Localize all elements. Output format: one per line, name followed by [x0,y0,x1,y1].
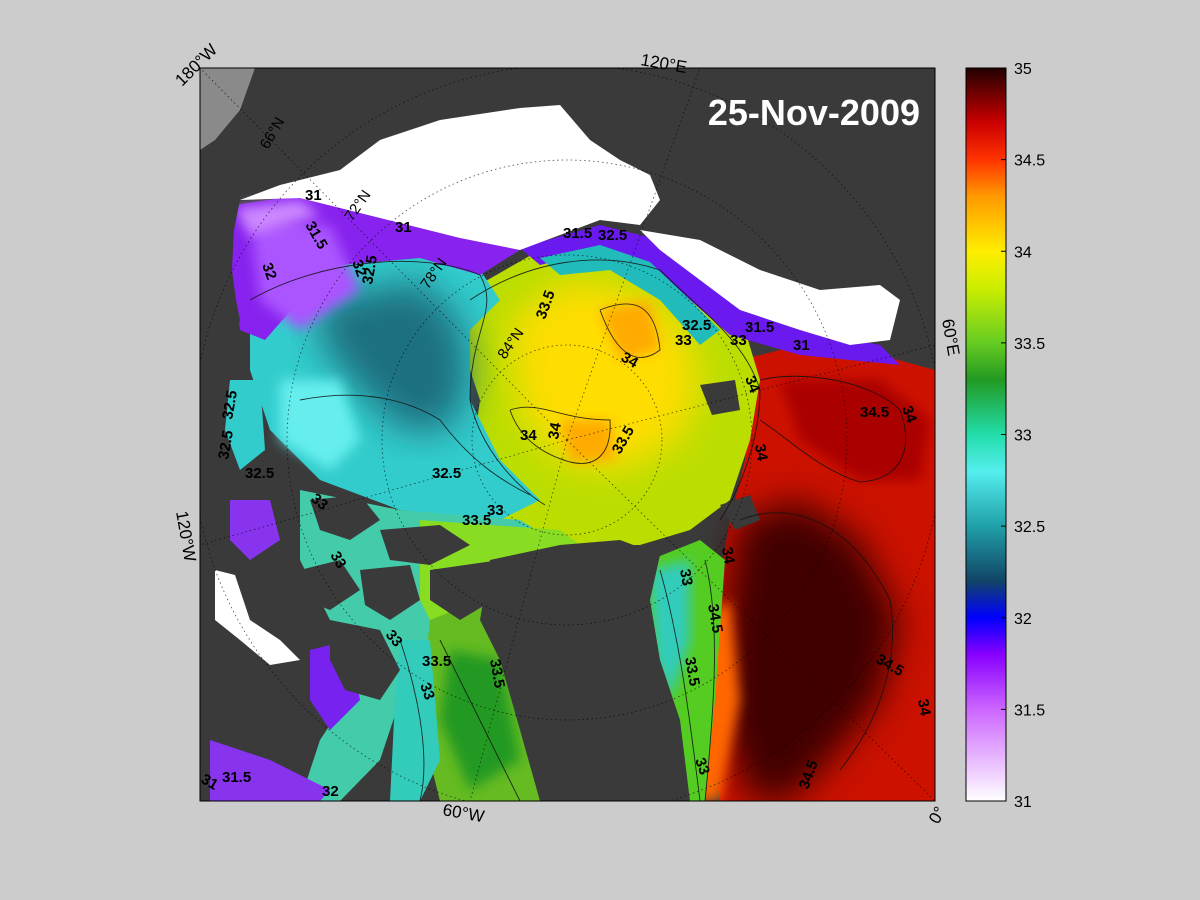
contour-label: 32.5 [682,317,711,334]
sea-ice [215,105,900,665]
contour-label: 31 [198,771,221,794]
colorbar: 35 34.5 34 33.5 33 32.5 32 31.5 31 [965,61,1045,811]
contour-label: 31.5 [745,319,774,336]
contour-label: 33 [487,502,504,519]
graticule [200,68,935,801]
contour-label: 33.5 [462,512,491,529]
contour-label: 33 [416,681,438,702]
colorbar-tick-label: 32 [1014,611,1032,628]
contour-label: 32.5 [245,465,274,482]
outside-domain [200,68,255,150]
contour-labels: 31 31.5 31 32 32 32.5 31.5 32.5 33.5 32.… [198,187,934,800]
contour-label: 34 [618,349,642,372]
contour-label: 34 [898,404,920,426]
contour-label: 32.5 [359,254,381,286]
contour-label: 34.5 [860,404,889,421]
contour-label: 34 [520,427,537,444]
colorbar-tick-label: 33.5 [1014,336,1045,353]
contour-label: 32 [258,261,280,282]
colorbar-gradient [965,67,1007,802]
colorbar-tick-label: 34 [1014,244,1032,261]
salinity-map: 31 31.5 31 32 32 32.5 31.5 32.5 33.5 32.… [198,68,935,801]
contour-label: 33 [675,332,692,349]
date-label: 25-Nov-2009 [708,92,920,133]
contour-label: 32 [348,258,370,279]
contour-label: 32.5 [432,465,461,482]
contour-label: 33 [327,549,350,572]
contour-label: 32 [322,783,339,800]
contour-label: 34 [545,421,565,441]
contour-label: 31 [305,187,322,204]
contour-label: 33 [691,756,713,777]
contour-label: 31 [395,219,412,236]
contour-label: 33 [730,332,747,349]
meridian-label-0: 0° [925,803,950,827]
contour-label: 34.5 [704,603,726,635]
contour-lines [249,259,907,801]
meridian-label-120w: 120°W [172,509,200,563]
colorbar-tick-label: 31.5 [1014,702,1045,719]
contour-label: 32.5 [215,429,237,461]
colorbar-ticks: 35 34.5 34 33.5 33 32.5 32 31.5 31 [1001,61,1045,811]
contour-label: 31.5 [222,769,251,786]
contour-label: 32.5 [219,389,241,421]
contour-label: 34 [718,546,738,566]
contour-label: 33.5 [486,658,508,690]
greenland [480,540,690,801]
landmasses [200,68,935,801]
contour-label: 31.5 [563,225,592,242]
contour-label: 32.5 [598,227,627,244]
contour-label: 33.5 [422,653,451,670]
meridian-label-60w: 60°W [441,800,485,826]
contour-label: 34 [914,698,934,718]
contour-label: 34 [741,374,763,396]
colorbar-tick-label: 33 [1014,428,1032,445]
map-frame [199,67,936,802]
colorbar-tick-label: 35 [1014,61,1032,78]
colorbar-tick-label: 31 [1014,794,1032,811]
contour-label: 34 [751,443,771,463]
colorbar-tick-label: 32.5 [1014,519,1045,536]
contour-label: 33.5 [681,656,703,688]
contour-label: 33 [676,568,696,587]
contour-label: 31 [793,337,810,354]
colorbar-tick-label: 34.5 [1014,153,1045,170]
meridian-label-60e: 60°E [938,317,963,357]
